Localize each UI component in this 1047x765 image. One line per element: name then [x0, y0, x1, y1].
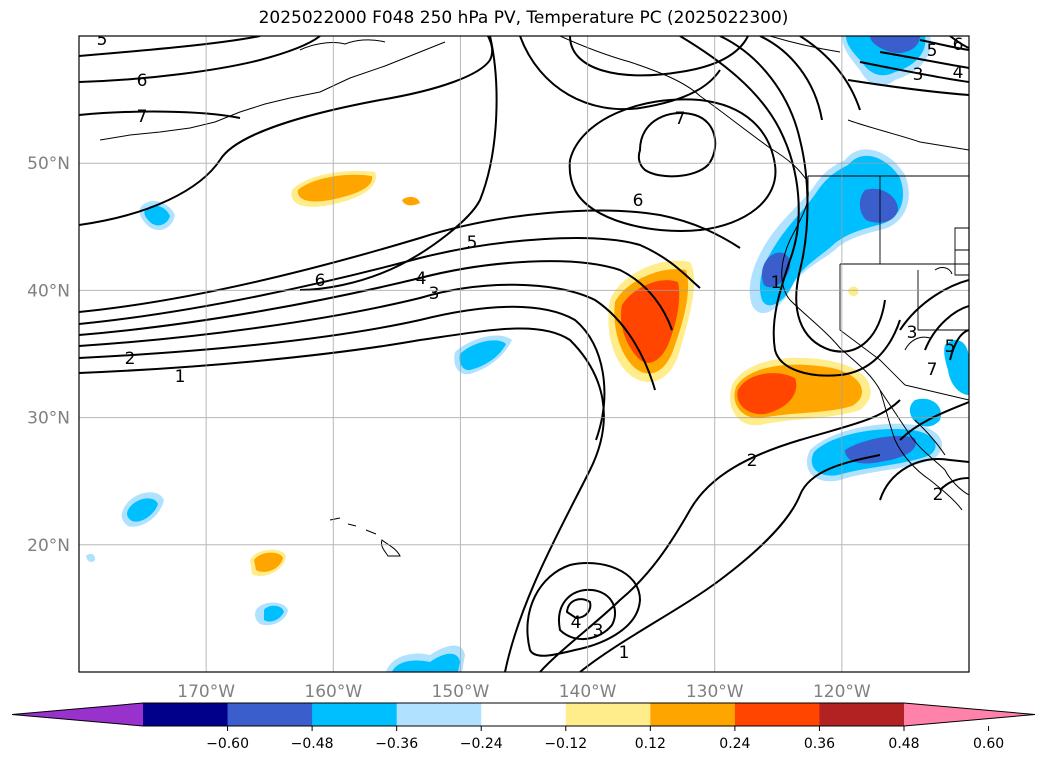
lat-tick-label: 40°N [27, 281, 70, 301]
colorbar-swatch [227, 703, 313, 726]
contour-label: 6 [315, 271, 326, 291]
contour-label: 3 [593, 621, 604, 641]
colorbar-extend-max [904, 703, 1035, 726]
colorbar-tick-label: 0.36 [804, 736, 835, 752]
colorbar-outline [11, 702, 1036, 727]
contour-label: 6 [137, 71, 148, 91]
contour-label: 7 [927, 360, 938, 380]
map-panel: 2 1 6 4 3 5 6 7 5 6 7 3 4 5 6 2 4 3 1 3 … [79, 30, 969, 672]
colorbar-swatch [143, 703, 229, 726]
contour-label: 5 [945, 337, 956, 357]
contour-label: 1 [771, 273, 782, 293]
colorbar-tick-label: −0.36 [375, 736, 418, 752]
colorbar-tick-label: −0.24 [460, 736, 503, 752]
colorbar-tick-label: 0.12 [635, 736, 666, 752]
contour-label: 2 [125, 349, 136, 369]
contour-label: 4 [416, 269, 427, 289]
colorbar-tick-label: 0.48 [888, 736, 919, 752]
lat-tick-label: 50°N [27, 154, 70, 174]
colorbar-swatch [396, 703, 482, 726]
contour-label: 1 [175, 367, 186, 387]
map-gridlines [79, 36, 969, 672]
contour-label: 6 [633, 191, 644, 211]
lon-tick-label: 120°W [813, 682, 871, 702]
contour-label: 5 [97, 30, 108, 50]
colorbar-extend-min [12, 703, 143, 726]
contour-label: 4 [953, 63, 964, 83]
lon-tick-label: 170°W [177, 682, 235, 702]
contour-label: 4 [571, 613, 582, 633]
latitude-labels: 50°N 40°N 30°N 20°N [27, 154, 70, 556]
contour-label: 3 [913, 65, 924, 85]
contour-label: 6 [953, 35, 964, 55]
colorbar-tick-label: −0.60 [206, 736, 249, 752]
temperature-shading [86, 36, 969, 672]
contour-label: 5 [467, 233, 478, 253]
contour-label: 2 [933, 485, 944, 505]
lat-tick-label: 30°N [27, 409, 70, 429]
contour-label: 3 [429, 284, 440, 304]
colorbar-swatch [565, 703, 651, 726]
lat-tick-label: 20°N [27, 536, 70, 556]
contour-7-closed [637, 112, 717, 178]
contour-label: 2 [747, 451, 758, 471]
lon-tick-label: 130°W [686, 682, 744, 702]
map-title: 2025022000 F048 250 hPa PV, Temperature … [258, 8, 789, 28]
contour-label: 3 [907, 323, 918, 343]
contour-label: 1 [619, 643, 630, 663]
contour-label: 7 [675, 109, 686, 129]
contour-1-west [79, 327, 605, 672]
colorbar-tick-label: 0.24 [719, 736, 750, 752]
longitude-labels: 170°W 160°W 150°W 140°W 130°W 120°W [177, 682, 871, 702]
coastlines [99, 36, 969, 557]
colorbar-swatch [481, 703, 567, 726]
colorbar-tick-label: −0.12 [544, 736, 587, 752]
lon-tick-label: 160°W [304, 682, 362, 702]
lon-tick-label: 150°W [432, 682, 490, 702]
colorbar-swatch [312, 703, 398, 726]
colorbar-tick-label: 0.60 [973, 736, 1004, 752]
pv-contours [79, 36, 969, 672]
colorbar: −0.60 −0.48 −0.36 −0.24 −0.12 0.12 0.24 0.36 0.4… [11, 702, 1036, 752]
contour-label: 7 [137, 107, 148, 127]
contour-labels: 2 1 6 4 3 5 6 7 5 6 7 3 4 5 6 2 4 3 1 3 … [97, 30, 964, 663]
contour-label: 5 [927, 41, 938, 61]
map-frame [78, 35, 970, 673]
colorbar-swatch [819, 703, 905, 726]
colorbar-swatch [734, 703, 820, 726]
colorbar-swatch [650, 703, 736, 726]
colorbar-tick-label: −0.48 [291, 736, 334, 752]
lon-tick-label: 140°W [559, 682, 617, 702]
